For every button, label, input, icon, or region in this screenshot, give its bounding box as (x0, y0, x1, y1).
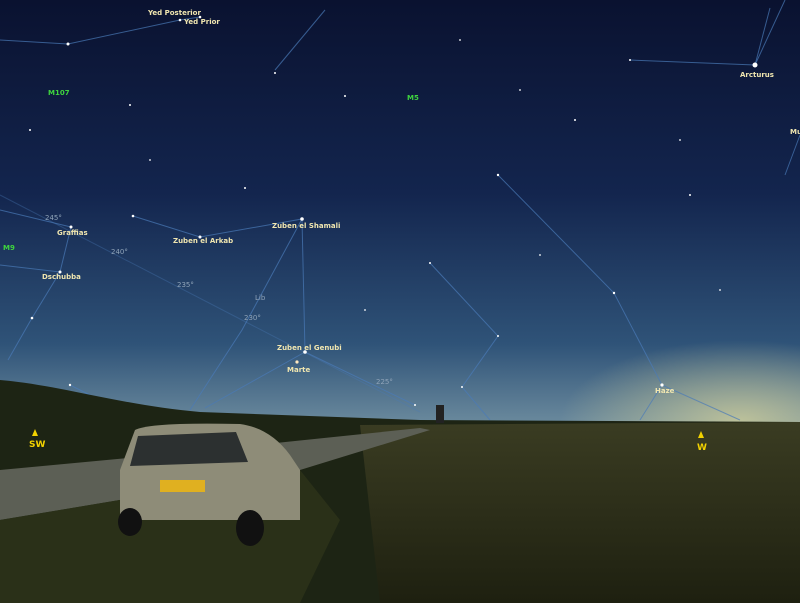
nebula-label: M107 (48, 89, 70, 97)
azimuth-label: 235° (177, 281, 194, 289)
nebula-label: M9 (3, 244, 15, 252)
star-label: Yed Prior (183, 18, 220, 26)
compass-label: SW (29, 440, 45, 450)
star-label: Graffias (57, 229, 88, 237)
horizon-glow (400, 250, 800, 430)
star-label: Zuben el Genubi (277, 344, 342, 352)
star-label: Zuben el Shamali (272, 222, 340, 230)
azimuth-label: 245° (45, 214, 62, 222)
nebula-label: M5 (407, 94, 419, 102)
azimuth-label: 240° (111, 248, 128, 256)
azimuth-label: 225° (376, 378, 393, 386)
constellation-label: Lib (255, 294, 266, 302)
planet-label: Marte (287, 366, 310, 374)
azimuth-label: 230° (244, 314, 261, 322)
star-label: Mu (790, 128, 800, 136)
star-label: Yed Posterior (147, 9, 201, 17)
star-label: Dschubba (42, 273, 81, 281)
star-label: Zuben el Arkab (173, 237, 233, 245)
label: Haze (655, 387, 675, 395)
planetarium-view: Yed Posterior Yed Prior M107 M5 Arcturus… (0, 0, 800, 603)
compass-label: W (697, 443, 707, 453)
star-label: Arcturus (740, 71, 774, 79)
